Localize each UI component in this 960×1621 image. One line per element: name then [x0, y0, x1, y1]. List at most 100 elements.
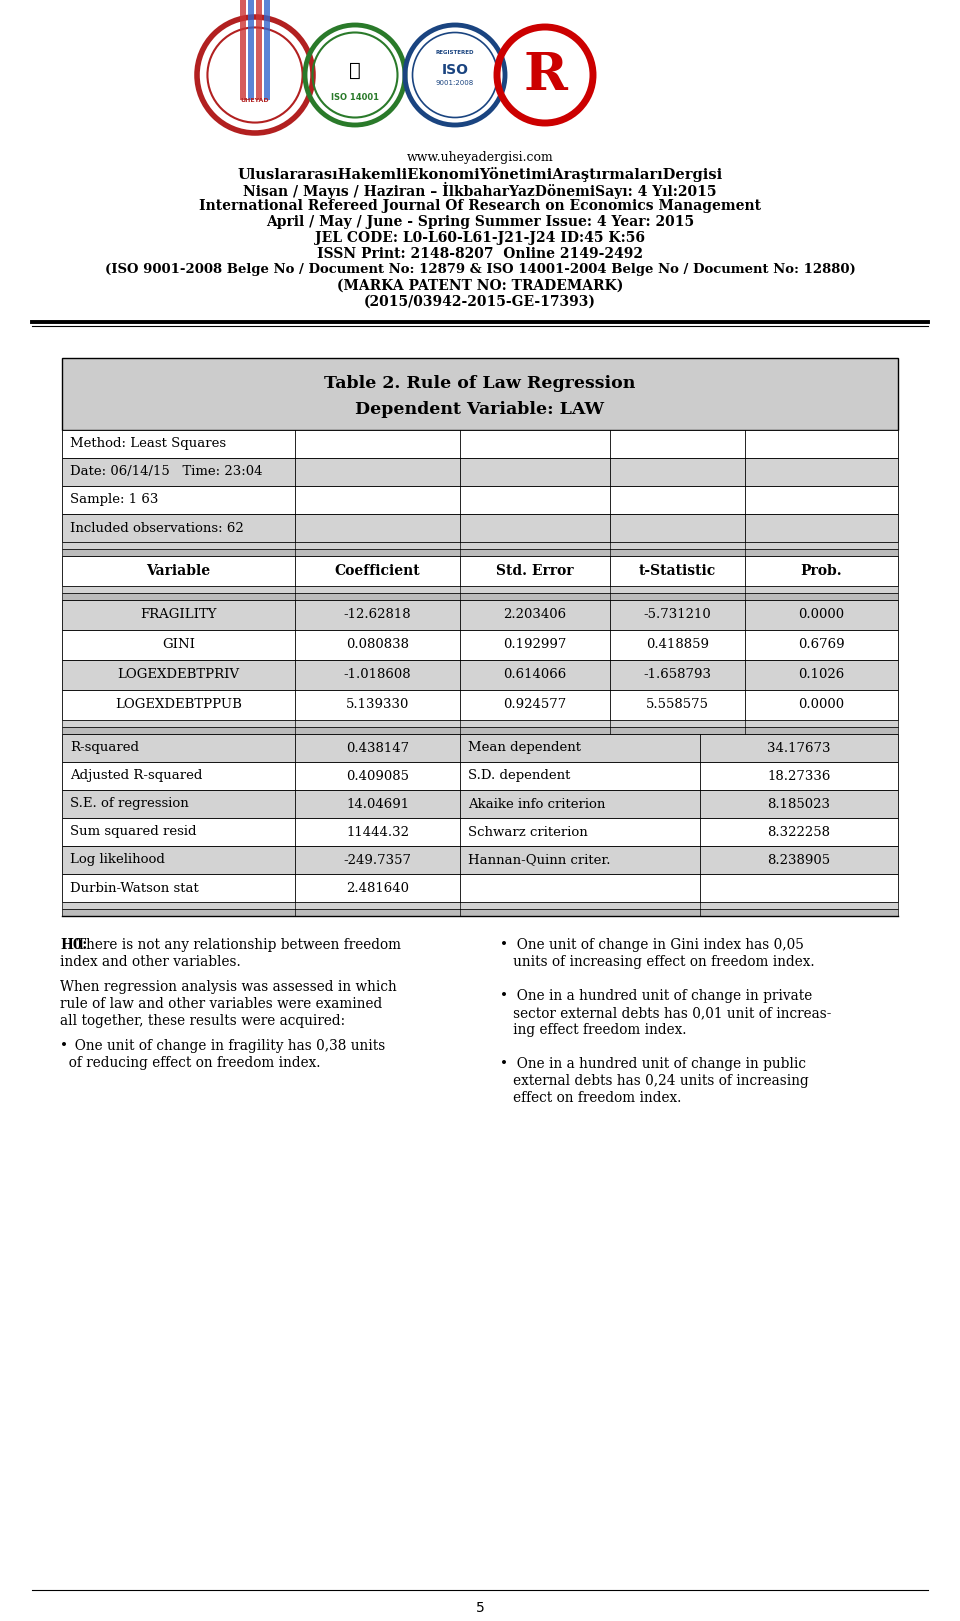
Text: -12.62818: -12.62818 [344, 608, 411, 621]
Bar [240, 0, 246, 101]
Bar [256, 0, 262, 101]
Text: 0.6769: 0.6769 [798, 639, 845, 652]
Text: Included observations: 62: Included observations: 62 [70, 522, 244, 535]
FancyBboxPatch shape [62, 720, 898, 726]
Text: Dependent Variable: LAW: Dependent Variable: LAW [355, 402, 605, 418]
Text: Akaike info criterion: Akaike info criterion [468, 798, 606, 810]
Text: •  One in a hundred unit of change in private: • One in a hundred unit of change in pri… [500, 989, 812, 1003]
Text: FRAGILITY: FRAGILITY [140, 608, 217, 621]
FancyBboxPatch shape [62, 909, 898, 916]
Text: index and other variables.: index and other variables. [60, 955, 241, 969]
Text: 18.27336: 18.27336 [767, 770, 830, 783]
Text: 0.1026: 0.1026 [799, 668, 845, 681]
Text: Date: 06/14/15   Time: 23:04: Date: 06/14/15 Time: 23:04 [70, 465, 262, 478]
Text: t-Statistic: t-Statistic [638, 564, 716, 579]
Text: S.D. dependent: S.D. dependent [468, 770, 570, 783]
FancyBboxPatch shape [62, 901, 898, 909]
Text: all together, these results were acquired:: all together, these results were acquire… [60, 1015, 346, 1028]
Text: April / May / June - Spring Summer Issue: 4 Year: 2015: April / May / June - Spring Summer Issue… [266, 216, 694, 229]
Text: 34.17673: 34.17673 [767, 741, 830, 754]
Text: •: • [60, 1039, 68, 1054]
Text: H0:: H0: [60, 939, 87, 952]
FancyBboxPatch shape [62, 556, 898, 587]
Text: effect on freedom index.: effect on freedom index. [500, 1091, 682, 1106]
Text: (ISO 9001-2008 Belge No / Document No: 12879 & ISO 14001-2004 Belge No / Documen: (ISO 9001-2008 Belge No / Document No: 1… [105, 264, 855, 277]
Text: When regression analysis was assessed in which: When regression analysis was assessed in… [60, 981, 396, 994]
FancyBboxPatch shape [62, 587, 898, 593]
FancyBboxPatch shape [62, 846, 898, 874]
Text: ISSN Print: 2148-8207  Online 2149-2492: ISSN Print: 2148-8207 Online 2149-2492 [317, 246, 643, 261]
Text: www.uheyadergisi.com: www.uheyadergisi.com [407, 151, 553, 164]
Text: sector external debts has 0,01 unit of increas-: sector external debts has 0,01 unit of i… [500, 1007, 831, 1020]
FancyBboxPatch shape [62, 430, 898, 459]
FancyBboxPatch shape [62, 600, 898, 631]
Text: 0.614066: 0.614066 [503, 668, 566, 681]
Text: 8.238905: 8.238905 [767, 854, 830, 867]
Text: •  One unit of change in Gini index has 0,05: • One unit of change in Gini index has 0… [500, 939, 804, 952]
Text: -249.7357: -249.7357 [344, 854, 412, 867]
Text: (MARKA PATENT NO: TRADEMARK): (MARKA PATENT NO: TRADEMARK) [337, 279, 623, 293]
Text: R: R [523, 50, 567, 101]
Text: 8.185023: 8.185023 [767, 798, 830, 810]
Bar [264, 0, 270, 101]
Text: •  One in a hundred unit of change in public: • One in a hundred unit of change in pub… [500, 1057, 806, 1071]
Text: of reducing effect on freedom index.: of reducing effect on freedom index. [60, 1055, 321, 1070]
Text: units of increasing effect on freedom index.: units of increasing effect on freedom in… [500, 955, 815, 969]
Text: Std. Error: Std. Error [496, 564, 574, 579]
Text: 5.139330: 5.139330 [346, 699, 409, 712]
Text: Durbin-Watson stat: Durbin-Watson stat [70, 882, 199, 895]
Text: 0.924577: 0.924577 [503, 699, 566, 712]
Text: -1.658793: -1.658793 [643, 668, 711, 681]
Text: 5: 5 [475, 1602, 485, 1615]
FancyBboxPatch shape [62, 789, 898, 819]
Text: LOGEXDEBTPPUB: LOGEXDEBTPPUB [115, 699, 242, 712]
FancyBboxPatch shape [62, 691, 898, 720]
Text: ISO 14001: ISO 14001 [331, 92, 379, 102]
Text: ing effect freedom index.: ing effect freedom index. [500, 1023, 686, 1037]
FancyBboxPatch shape [62, 541, 898, 550]
Text: Mean dependent: Mean dependent [468, 741, 581, 754]
FancyBboxPatch shape [62, 660, 898, 691]
Text: Sum squared resid: Sum squared resid [70, 825, 197, 838]
FancyBboxPatch shape [62, 358, 898, 430]
Text: 0.418859: 0.418859 [646, 639, 709, 652]
Text: S.E. of regression: S.E. of regression [70, 798, 189, 810]
Text: GINI: GINI [162, 639, 195, 652]
Text: Variable: Variable [147, 564, 210, 579]
Text: 🌿: 🌿 [349, 60, 361, 79]
Text: 5.558575: 5.558575 [646, 699, 709, 712]
FancyBboxPatch shape [62, 593, 898, 600]
FancyBboxPatch shape [62, 550, 898, 556]
FancyBboxPatch shape [62, 734, 898, 762]
FancyBboxPatch shape [62, 631, 898, 660]
Text: Prob.: Prob. [801, 564, 842, 579]
FancyBboxPatch shape [62, 874, 898, 901]
Text: 8.322258: 8.322258 [767, 825, 830, 838]
Text: Log likelihood: Log likelihood [70, 854, 165, 867]
Text: 14.04691: 14.04691 [346, 798, 409, 810]
Text: Hannan-Quinn criter.: Hannan-Quinn criter. [468, 854, 611, 867]
Text: Nisan / Mayıs / Haziran – İlkbaharYazDönemiSayı: 4 Yıl:2015: Nisan / Mayıs / Haziran – İlkbaharYazDön… [243, 182, 717, 198]
Text: LOGEXDEBTPRIV: LOGEXDEBTPRIV [117, 668, 240, 681]
Text: There is not any relationship between freedom: There is not any relationship between fr… [77, 939, 401, 952]
Text: 0.080838: 0.080838 [346, 639, 409, 652]
Text: 0.409085: 0.409085 [346, 770, 409, 783]
FancyBboxPatch shape [62, 514, 898, 541]
Text: UHEYAD: UHEYAD [241, 97, 270, 102]
Bar [248, 0, 254, 101]
FancyBboxPatch shape [62, 762, 898, 789]
FancyBboxPatch shape [62, 726, 898, 734]
Text: 11444.32: 11444.32 [346, 825, 409, 838]
Text: external debts has 0,24 units of increasing: external debts has 0,24 units of increas… [500, 1075, 808, 1088]
Text: 0.192997: 0.192997 [503, 639, 566, 652]
Text: rule of law and other variables were examined: rule of law and other variables were exa… [60, 997, 382, 1012]
Text: 2.481640: 2.481640 [346, 882, 409, 895]
Text: (2015/03942-2015-GE-17393): (2015/03942-2015-GE-17393) [364, 295, 596, 310]
Text: Table 2. Rule of Law Regression: Table 2. Rule of Law Regression [324, 376, 636, 392]
Text: 0.0000: 0.0000 [799, 608, 845, 621]
FancyBboxPatch shape [62, 819, 898, 846]
Text: Coefficient: Coefficient [335, 564, 420, 579]
Text: R-squared: R-squared [70, 741, 139, 754]
FancyBboxPatch shape [62, 459, 898, 486]
Text: Adjusted R-squared: Adjusted R-squared [70, 770, 203, 783]
